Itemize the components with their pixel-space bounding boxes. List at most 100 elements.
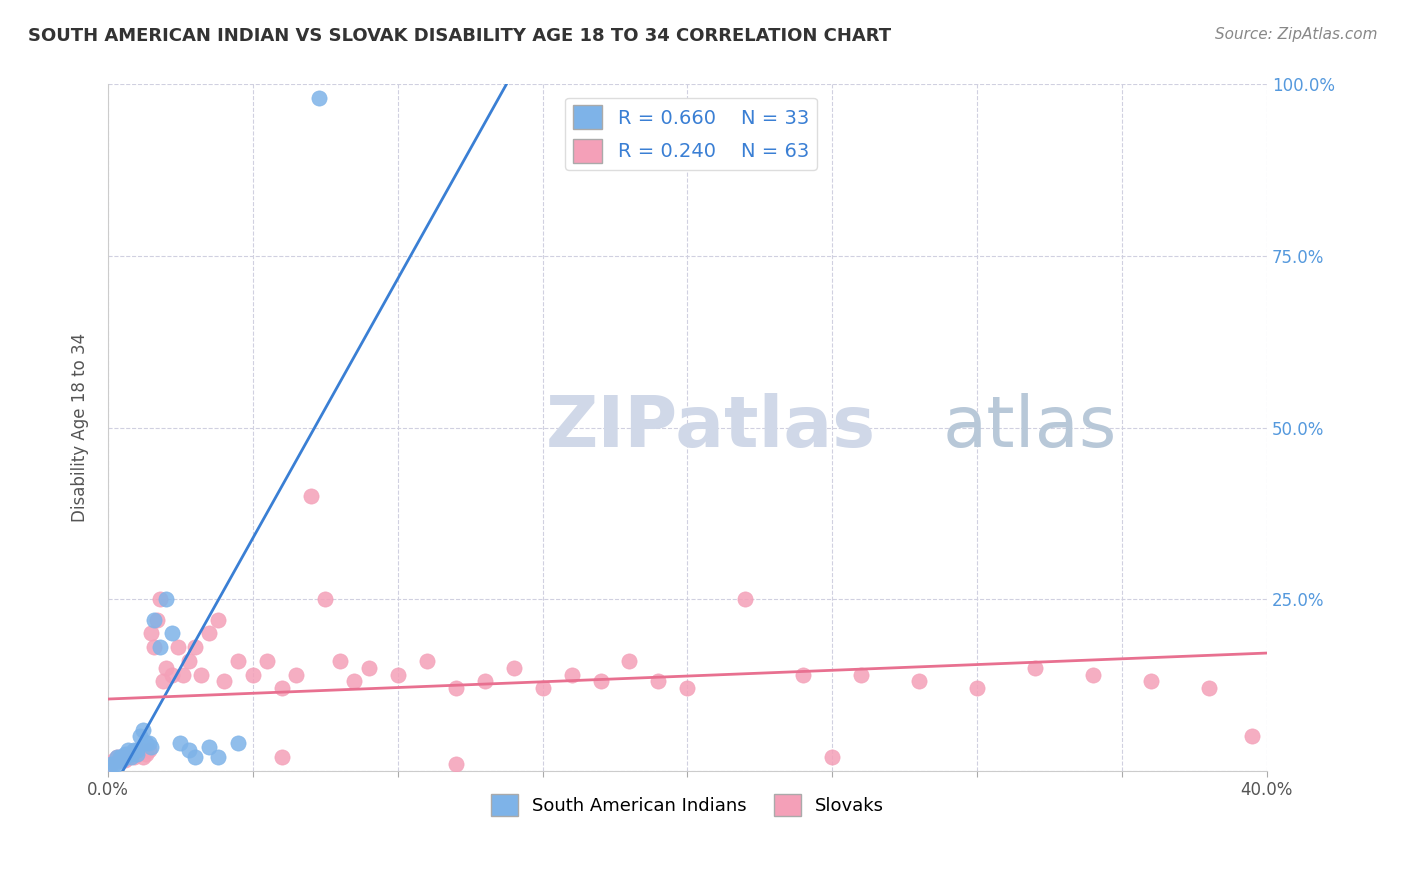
Point <box>792 667 814 681</box>
Point <box>179 654 201 668</box>
Point <box>166 640 188 655</box>
Point <box>270 681 292 696</box>
Point <box>1198 681 1220 696</box>
Point <box>108 750 131 764</box>
Text: Source: ZipAtlas.com: Source: ZipAtlas.com <box>1215 27 1378 42</box>
Point <box>114 753 136 767</box>
Point <box>117 750 139 764</box>
Point <box>821 750 844 764</box>
Y-axis label: Disability Age 18 to 34: Disability Age 18 to 34 <box>72 333 89 522</box>
Point <box>184 750 207 764</box>
Point <box>179 743 201 757</box>
Point <box>138 743 160 757</box>
Point <box>125 747 148 761</box>
Point <box>117 747 139 761</box>
Point <box>444 681 467 696</box>
Point <box>619 654 641 668</box>
Point <box>212 674 235 689</box>
Point <box>228 736 250 750</box>
Point <box>155 661 177 675</box>
Point <box>135 747 157 761</box>
Point <box>125 747 148 761</box>
Point <box>270 750 292 764</box>
Point <box>172 667 194 681</box>
Point <box>114 750 136 764</box>
Point <box>141 739 163 754</box>
Point <box>149 640 172 655</box>
Point <box>561 667 583 681</box>
Point <box>105 756 128 771</box>
Point <box>143 613 166 627</box>
Point <box>122 743 145 757</box>
Point <box>502 661 524 675</box>
Point <box>100 756 122 771</box>
Point <box>160 667 183 681</box>
Point <box>128 730 150 744</box>
Point <box>138 736 160 750</box>
Point <box>357 661 380 675</box>
Point <box>114 747 136 761</box>
Point <box>105 750 128 764</box>
Point <box>207 750 229 764</box>
Point <box>308 91 330 105</box>
Point <box>242 667 264 681</box>
Point <box>589 674 612 689</box>
Point <box>228 654 250 668</box>
Point <box>117 743 139 757</box>
Point <box>1241 730 1264 744</box>
Point <box>108 753 131 767</box>
Point <box>111 750 134 764</box>
Point <box>143 640 166 655</box>
Point <box>256 654 278 668</box>
Text: ZIPatlas: ZIPatlas <box>546 393 876 462</box>
Point <box>207 613 229 627</box>
Point <box>103 756 125 771</box>
Text: atlas: atlas <box>942 393 1116 462</box>
Point <box>474 674 496 689</box>
Point <box>128 743 150 757</box>
Point <box>198 626 221 640</box>
Point <box>132 750 155 764</box>
Point <box>190 667 212 681</box>
Point <box>111 750 134 764</box>
Point <box>444 756 467 771</box>
Text: SOUTH AMERICAN INDIAN VS SLOVAK DISABILITY AGE 18 TO 34 CORRELATION CHART: SOUTH AMERICAN INDIAN VS SLOVAK DISABILI… <box>28 27 891 45</box>
Point <box>1081 667 1104 681</box>
Point <box>120 750 142 764</box>
Point <box>676 681 699 696</box>
Point <box>122 750 145 764</box>
Point <box>141 626 163 640</box>
Point <box>299 489 322 503</box>
Point <box>108 753 131 767</box>
Point <box>146 613 169 627</box>
Point <box>103 753 125 767</box>
Point <box>149 592 172 607</box>
Point <box>314 592 336 607</box>
Point <box>100 756 122 771</box>
Point <box>415 654 437 668</box>
Point <box>1024 661 1046 675</box>
Point <box>125 743 148 757</box>
Point <box>132 723 155 737</box>
Point <box>851 667 873 681</box>
Point <box>734 592 756 607</box>
Point <box>120 747 142 761</box>
Legend: South American Indians, Slovaks: South American Indians, Slovaks <box>484 787 891 823</box>
Point <box>120 747 142 761</box>
Point <box>169 736 191 750</box>
Point <box>1140 674 1163 689</box>
Point <box>647 674 669 689</box>
Point <box>198 739 221 754</box>
Point <box>343 674 366 689</box>
Point <box>285 667 308 681</box>
Point <box>966 681 988 696</box>
Point <box>387 667 409 681</box>
Point <box>152 674 174 689</box>
Point <box>908 674 931 689</box>
Point <box>105 750 128 764</box>
Point <box>135 736 157 750</box>
Point <box>111 753 134 767</box>
Point <box>155 592 177 607</box>
Point <box>160 626 183 640</box>
Point <box>531 681 554 696</box>
